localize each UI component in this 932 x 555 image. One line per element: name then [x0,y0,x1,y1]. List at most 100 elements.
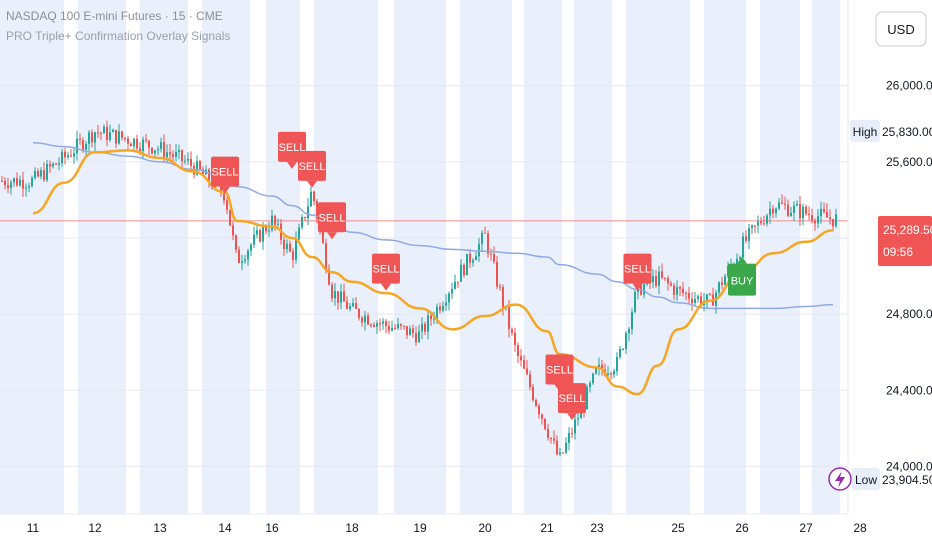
candle-body [550,437,552,439]
candle-body [310,191,312,207]
candle-body [421,323,423,332]
candle-body [538,405,540,415]
candle-body [277,223,279,225]
candle-body [658,271,660,286]
candle-body [781,202,783,204]
candle-body [574,419,576,434]
candle-body [61,151,63,164]
low-value: 23,904.50 [882,473,932,487]
candle-body [40,170,42,177]
session-band [140,0,188,514]
candle-body [490,253,492,255]
candle-body [823,208,825,212]
candle-body [811,215,813,221]
buy-signal-label: BUY [731,276,754,288]
candle-body [349,306,351,309]
candle-body [94,132,96,143]
candle-body [259,230,261,242]
sell-signal[interactable]: SELL [372,253,400,291]
candle-body [706,294,708,302]
candle-body [178,150,180,153]
candle-body [685,292,687,294]
candle-body [196,161,198,175]
candle-body [640,280,642,295]
time-tick-label: 11 [27,521,40,535]
candle-body [466,253,468,276]
signal-labels[interactable]: SELL SELL SELL SELL SELL SELL SELL SELL BUY [211,131,756,421]
candle-body [433,318,435,320]
sell-signal[interactable]: SELL [298,150,326,188]
candle-body [661,271,663,278]
candle-body [778,202,780,209]
candle-body [430,315,432,320]
candle-body [757,221,759,226]
sell-signal[interactable]: SELL [211,156,239,194]
candle-body [301,217,303,228]
candle-body [235,235,237,250]
candle-body [397,324,399,329]
candle-body [562,452,564,454]
candle-body [532,387,534,400]
candle-body [547,428,549,438]
sell-signal-label: SELL [624,264,651,276]
sell-signal-pointer [632,283,643,291]
candle-body [487,233,489,254]
candle-body [1,180,3,182]
candle-body [262,227,264,242]
candle-body [337,291,339,303]
candle-body [787,204,789,216]
candle-body [52,163,54,167]
candle-body [460,264,462,282]
candle-body [664,277,666,279]
sell-signal-box [372,253,400,284]
candle-body [322,229,324,244]
candle-body [142,139,144,152]
sell-signal[interactable]: SELL [545,354,574,392]
session-band [574,0,612,514]
currency-button[interactable] [875,11,927,47]
candle-body [709,294,711,296]
candle-body [817,216,819,224]
candle-body [184,160,186,162]
candle-body [298,227,300,240]
slow-moving-average-line [32,142,834,310]
candle-body [427,315,429,332]
candle-body [403,325,405,327]
candle-body [385,321,387,327]
sell-signal[interactable]: SELL [558,383,586,421]
candle-body [223,192,225,201]
candle-body [544,418,546,429]
candle-body [79,138,81,141]
buy-signal[interactable]: BUY [728,256,756,296]
candle-body [274,215,276,225]
candle-body [304,217,306,219]
candle-body [643,284,645,295]
sell-signal-label: SELL [373,264,400,276]
candle-body [97,132,99,134]
sell-signal[interactable]: SELL [623,253,652,291]
candle-body [34,171,36,178]
candle-body [829,217,831,219]
candle-body [520,356,522,361]
candle-body [103,126,105,134]
candle-body [667,278,669,284]
candle-body [46,163,48,180]
candle-body [820,208,822,217]
candle-body [346,301,348,309]
session-bands [0,0,840,514]
candle-body [28,186,30,188]
candle-body [592,373,594,384]
candle-body [127,138,129,144]
candle-body [679,287,681,289]
candle-body [169,152,171,155]
candle-body [55,163,57,165]
currency-button-label: USD [887,22,914,37]
candle-body [451,288,453,294]
time-tick-label: 20 [478,521,492,535]
candle-body [571,433,573,435]
candle-body [16,178,18,186]
candle-body [796,204,798,206]
sell-signal[interactable]: SELL [318,202,346,240]
